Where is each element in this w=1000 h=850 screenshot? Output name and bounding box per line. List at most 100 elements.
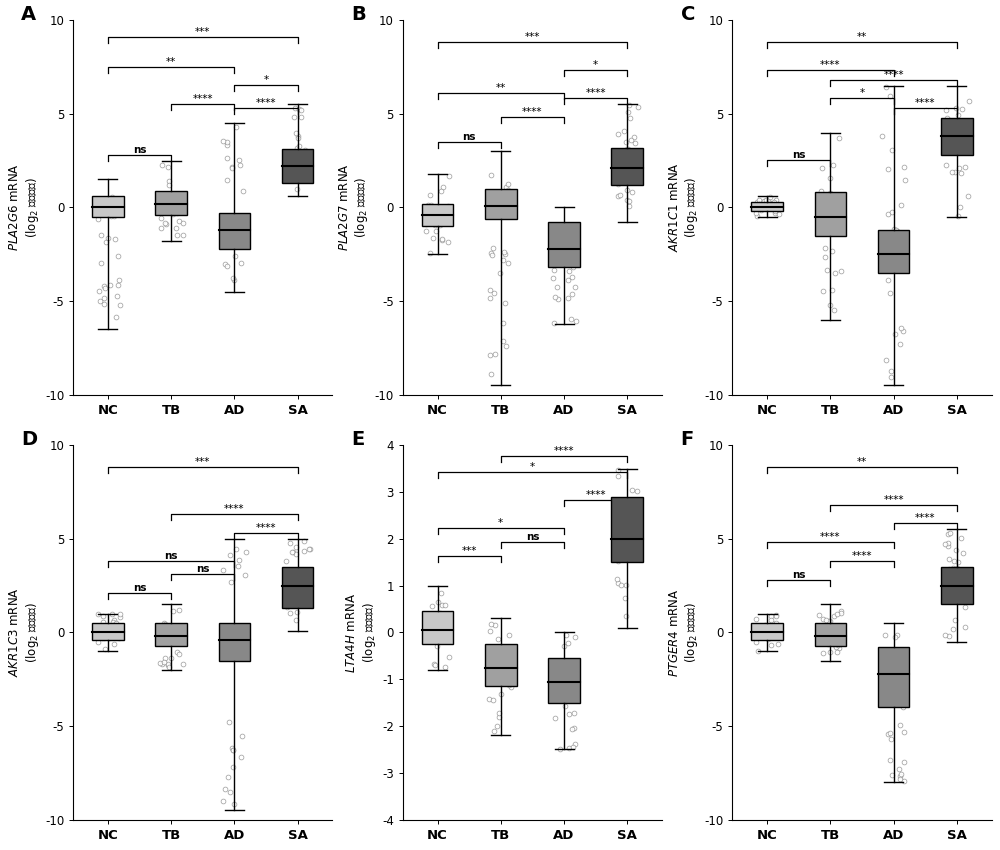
Point (424, 599, 440, 613)
Point (763, 609, 779, 623)
Point (100, 230, 116, 244)
Bar (219, 623, 250, 660)
Point (163, 634, 179, 648)
Point (160, 161, 176, 174)
Point (880, 273, 896, 286)
Point (948, 543, 964, 557)
Point (563, 244, 579, 258)
Point (947, 141, 963, 155)
Point (424, 206, 440, 219)
Point (175, 217, 191, 230)
Point (556, 677, 572, 691)
Point (434, 233, 450, 246)
Y-axis label: $\it{LTA4H}$ mRNA
(log$_2$ 差异倍数): $\it{LTA4H}$ mRNA (log$_2$ 差异倍数) (345, 592, 378, 672)
Point (421, 631, 437, 644)
Point (950, 555, 966, 569)
Point (298, 572, 314, 586)
Point (625, 172, 641, 185)
Point (112, 607, 128, 620)
Point (98, 235, 114, 249)
Point (301, 578, 317, 592)
Point (420, 622, 436, 636)
Point (288, 614, 304, 627)
Point (236, 221, 252, 235)
Text: ****: **** (883, 495, 904, 505)
Point (819, 263, 835, 276)
Point (822, 186, 838, 200)
Point (944, 165, 960, 178)
Point (105, 615, 121, 629)
Point (880, 207, 896, 221)
Point (490, 199, 506, 212)
Bar (485, 189, 517, 218)
Point (619, 183, 635, 196)
Text: ****: **** (915, 513, 936, 524)
Point (171, 196, 187, 210)
Point (90, 621, 106, 635)
Point (288, 540, 304, 553)
Point (939, 111, 955, 125)
Point (622, 110, 638, 124)
Point (487, 618, 503, 632)
Point (564, 270, 580, 284)
Point (954, 103, 970, 116)
Point (236, 638, 252, 652)
Point (227, 250, 243, 264)
Point (610, 554, 626, 568)
Point (97, 642, 113, 655)
Point (941, 629, 957, 643)
Point (502, 673, 518, 687)
Point (950, 108, 966, 122)
Point (171, 214, 187, 228)
Point (831, 218, 847, 232)
Point (495, 316, 511, 330)
Point (215, 564, 231, 577)
Point (438, 205, 454, 218)
Point (818, 614, 834, 627)
Point (878, 354, 894, 367)
Point (824, 244, 840, 258)
Point (827, 266, 843, 280)
Bar (422, 204, 453, 226)
Point (280, 599, 296, 613)
Point (749, 201, 765, 215)
Point (498, 339, 514, 353)
Point (291, 139, 307, 153)
Point (153, 619, 169, 632)
Point (233, 256, 249, 269)
Point (105, 629, 121, 643)
Text: ****: **** (883, 70, 904, 80)
Point (96, 298, 112, 311)
Point (609, 151, 625, 165)
Point (824, 283, 840, 297)
Point (238, 239, 254, 252)
Point (942, 526, 958, 540)
Point (882, 726, 898, 740)
Point (101, 631, 117, 644)
Point (157, 217, 173, 230)
Point (169, 207, 185, 220)
Point (429, 621, 445, 635)
Point (624, 185, 640, 199)
Point (958, 572, 974, 586)
Point (549, 688, 565, 701)
Point (754, 627, 770, 641)
Point (225, 271, 241, 285)
Point (548, 246, 564, 260)
Point (948, 140, 964, 154)
Point (97, 281, 113, 295)
Point (498, 180, 514, 194)
Point (560, 636, 576, 649)
Point (482, 624, 498, 638)
Point (547, 247, 563, 261)
Point (428, 204, 444, 218)
Point (766, 626, 782, 639)
Point (759, 620, 775, 634)
Point (215, 213, 231, 227)
Point (232, 159, 248, 173)
Point (813, 184, 829, 198)
Point (488, 643, 504, 657)
Point (437, 598, 453, 612)
Point (110, 249, 126, 263)
Point (937, 537, 953, 551)
